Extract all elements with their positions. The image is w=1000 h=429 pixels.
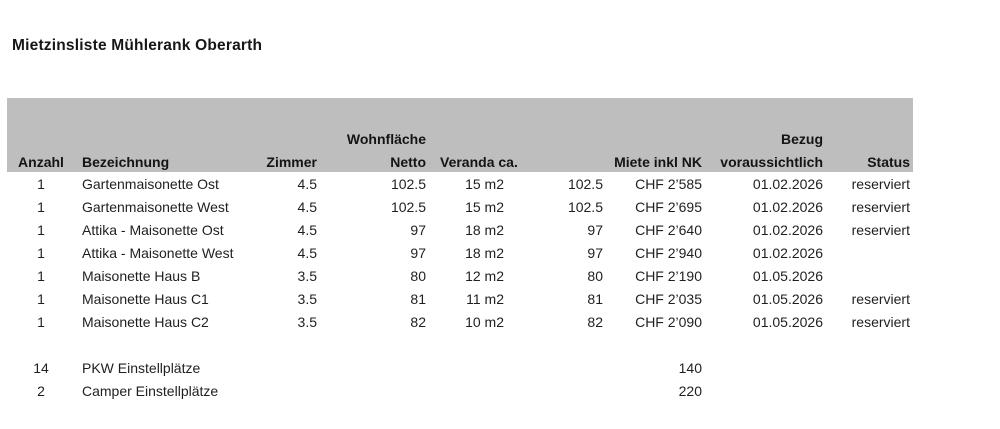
table-row: 1 Attika - Maisonette Ost 4.5 97 18 m2 9… [7,218,913,241]
cell-miete: CHF 2’695 [635,198,702,215]
cell-status: reserviert [851,198,910,215]
table-header: Wohnfläche Bezug Anzahl Bezeichnung Zimm… [7,98,913,172]
cell-anzahl: 1 [37,313,45,330]
cell-zimmer: 3.5 [297,290,317,307]
table-row: 1 Gartenmaisonette Ost 4.5 102.5 15 m2 1… [7,172,913,195]
cell-status: reserviert [851,290,910,307]
cell-netto: 97 [410,244,426,261]
cell-miete: CHF 2’190 [635,267,702,284]
cell-bezeichnung: Gartenmaisonette West [82,198,229,215]
cell-anzahl: 14 [33,359,49,376]
cell-veranda: 15 m2 [465,198,504,215]
cell-veranda: 18 m2 [465,221,504,238]
cell-anzahl: 1 [37,198,45,215]
cell-veranda: 12 m2 [465,267,504,284]
col-header-netto: Netto [322,151,430,172]
cell-miete: 220 [678,382,702,399]
cell-veranda: 10 m2 [465,313,504,330]
cell-status: reserviert [851,221,910,238]
cell-bezeichnung: Attika - Maisonette Ost [82,221,224,238]
cell-miete: CHF 2’035 [635,290,702,307]
cell-status [828,241,913,264]
cell-miete: CHF 2’940 [635,244,702,261]
cell-veranda: 15 m2 [465,175,504,192]
cell-anzahl: 1 [37,267,45,284]
col-header-blank [522,151,608,172]
col-header-miete: Miete inkl NK [608,151,707,172]
cell-bezug: 01.02.2026 [752,198,823,215]
col-header-status: Status [828,151,913,172]
cell-miete: CHF 2’585 [635,175,702,192]
cell-flaeche-unlabeled: 82 [587,313,603,330]
cell-zimmer: 4.5 [297,221,317,238]
cell-bezug: 01.05.2026 [752,290,823,307]
parking-row: 14 PKW Einstellplätze 140 [7,356,913,379]
cell-miete: 140 [678,359,702,376]
col-header-bezeichnung: Bezeichnung [75,151,255,172]
cell-bezug: 01.02.2026 [752,221,823,238]
cell-netto: 80 [410,267,426,284]
cell-status [828,264,913,287]
col-header-veranda: Veranda ca. [430,151,522,172]
cell-bezug: 01.05.2026 [752,267,823,284]
cell-flaeche-unlabeled: 97 [587,244,603,261]
cell-flaeche-unlabeled: 97 [587,221,603,238]
page-title: Mietzinsliste Mühlerank Oberarth [12,37,263,54]
cell-netto: 97 [410,221,426,238]
cell-flaeche-unlabeled: 81 [587,290,603,307]
cell-zimmer: 3.5 [297,267,317,284]
col-header-voraussichtlich: voraussichtlich [707,151,828,172]
cell-zimmer: 4.5 [297,175,317,192]
table-row: 1 Attika - Maisonette West 4.5 97 18 m2 … [7,241,913,264]
cell-veranda: 11 m2 [466,290,504,307]
cell-miete: CHF 2’090 [635,313,702,330]
cell-bezeichnung: Maisonette Haus C2 [82,313,209,330]
cell-bezug: 01.02.2026 [752,244,823,261]
cell-anzahl: 1 [37,290,45,307]
cell-netto: 82 [410,313,426,330]
cell-bezug: 01.05.2026 [752,313,823,330]
cell-bezeichnung: Maisonette Haus B [82,267,201,284]
col-header-anzahl: Anzahl [7,151,75,172]
cell-bezug: 01.02.2026 [752,175,823,192]
cell-netto: 81 [410,290,426,307]
cell-flaeche-unlabeled: 102.5 [567,175,603,192]
rent-table: Wohnfläche Bezug Anzahl Bezeichnung Zimm… [7,98,913,402]
group-header-row: Wohnfläche Bezug [7,126,913,151]
group-header-bezug: Bezug [707,126,828,151]
col-header-zimmer: Zimmer [255,151,322,172]
parking-row: 2 Camper Einstellplätze 220 [7,379,913,402]
cell-flaeche-unlabeled: 80 [587,267,603,284]
cell-bezeichnung: PKW Einstellplätze [82,359,201,376]
cell-anzahl: 2 [37,382,45,399]
cell-zimmer: 4.5 [297,244,317,261]
table-row: 1 Gartenmaisonette West 4.5 102.5 15 m2 … [7,195,913,218]
group-header-wohnflaeche: Wohnfläche [322,126,430,151]
cell-flaeche-unlabeled: 102.5 [567,198,603,215]
cell-anzahl: 1 [37,175,45,192]
cell-bezeichnung: Gartenmaisonette Ost [82,175,219,192]
cell-veranda: 18 m2 [465,244,504,261]
cell-netto: 102.5 [390,175,426,192]
cell-zimmer: 3.5 [297,313,317,330]
empty-row [7,333,913,356]
cell-zimmer: 4.5 [297,198,317,215]
table-row: 1 Maisonette Haus B 3.5 80 12 m2 80 CHF … [7,264,913,287]
table-row: 1 Maisonette Haus C2 3.5 82 10 m2 82 CHF… [7,310,913,333]
column-header-row: Anzahl Bezeichnung Zimmer Netto Veranda … [7,151,913,172]
cell-anzahl: 1 [37,244,45,261]
cell-status: reserviert [851,313,910,330]
header-spacer-row [7,98,913,126]
cell-bezeichnung: Maisonette Haus C1 [82,290,209,307]
cell-status: reserviert [851,175,910,192]
cell-miete: CHF 2’640 [635,221,702,238]
cell-bezeichnung: Camper Einstellplätze [82,382,219,399]
table-row: 1 Maisonette Haus C1 3.5 81 11 m2 81 CHF… [7,287,913,310]
cell-netto: 102.5 [390,198,426,215]
cell-anzahl: 1 [37,221,45,238]
cell-bezeichnung: Attika - Maisonette West [82,244,234,261]
